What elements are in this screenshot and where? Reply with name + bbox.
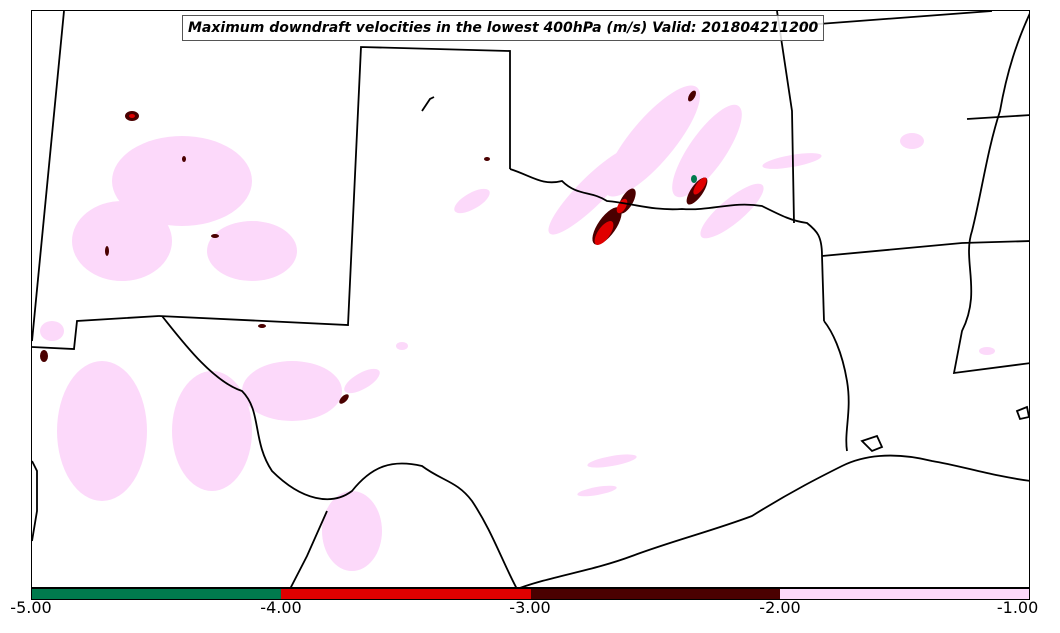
map-title: Maximum downdraft velocities in the lowe… [182,15,825,41]
light-downdraft-patches [40,85,995,571]
colorbar [31,588,1030,600]
map-canvas [32,11,1029,587]
colorbar-tick-label: -5.00 [10,598,52,617]
colorbar-tick-label: -3.00 [509,598,551,617]
map-panel [31,10,1030,588]
colorbar-segment-3 [530,589,780,599]
colorbar-tick-label: -1.00 [996,598,1039,617]
strong-downdraft-patches [129,114,707,245]
colorbar-segment-2 [281,589,531,599]
colorbar-tick-label: -2.00 [759,598,801,617]
extreme-downdraft-patch [691,175,697,183]
colorbar-tick-label: -4.00 [260,598,302,617]
colorbar-segment-4 [779,589,1029,599]
colorbar-segment-1 [32,589,282,599]
state-borders [32,11,1029,587]
